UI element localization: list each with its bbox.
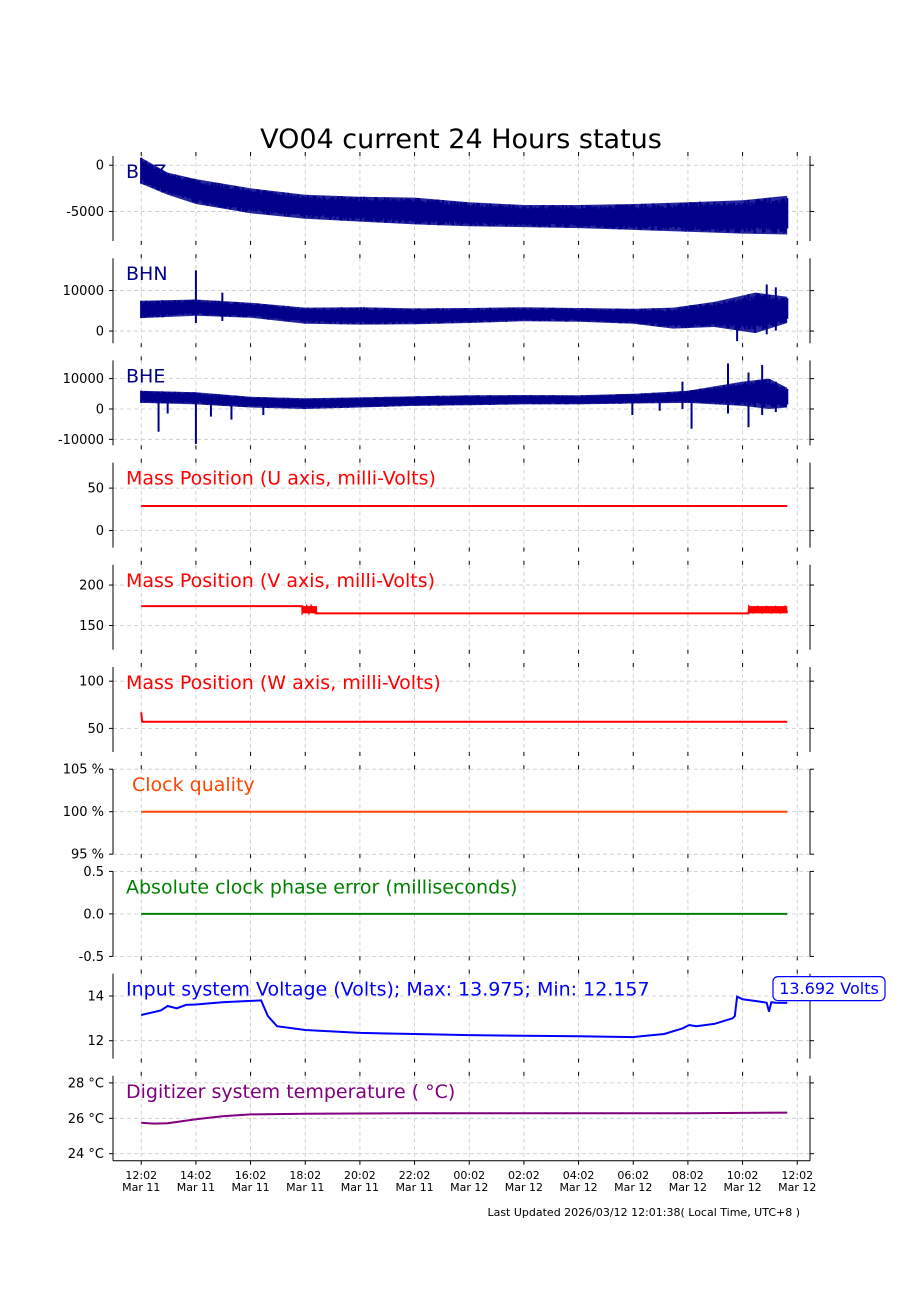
xtick-time-label-8: 04:02 (563, 1169, 595, 1182)
envelope-bhz (141, 157, 788, 235)
ytick-label-mp_v-0: 200 (79, 579, 104, 594)
trace-voltage (140, 995, 788, 1039)
xtick-date-label-0: Mar 11 (122, 1181, 160, 1194)
ytick-label-clock-1: 100 % (63, 805, 104, 820)
xtick-time-label-12: 12:02 (781, 1169, 813, 1182)
trace-mp_v (141, 603, 789, 616)
panel-phase: 0.5 0.0 -0.5 Absolute clock phase error (mi… (79, 865, 814, 965)
panel-label-clock: Clock quality (132, 774, 255, 796)
ytick-label-mp_v-1: 150 (79, 619, 104, 634)
ytick-label-mp_w-1: 50 (87, 722, 104, 737)
ytick-label-bhe-0: 10000 (63, 372, 104, 387)
panel-mp_u: 50 0 Mass Position (U axis, milli-Volts) (87, 458, 814, 552)
xtick-date-label-11: Mar 12 (723, 1181, 761, 1194)
last-value-label: 13.692 Volts (779, 979, 879, 998)
ytick-label-phase-1: 0.0 (83, 907, 104, 922)
xtick-time-label-2: 16:02 (235, 1169, 267, 1182)
ytick-label-temp-2: 24 °C (68, 1147, 104, 1162)
panel-label-bhz: BHZ (126, 161, 166, 183)
panel-mp_w: 100 50 Mass Position (W axis, milli-Volts) (79, 663, 814, 756)
ytick-label-mp_u-1: 0 (96, 524, 104, 539)
last-value-box (772, 975, 886, 1002)
ytick-label-clock-2: 95 % (71, 848, 104, 863)
xtick-time-label-0: 12:02 (125, 1169, 157, 1182)
panel-label-mp_w: Mass Position (W axis, milli-Volts) (126, 672, 441, 694)
ytick-label-bhz-1: -5000 (66, 205, 104, 220)
xtick-date-label-4: Mar 11 (341, 1181, 379, 1194)
xtick-date-label-10: Mar 12 (669, 1181, 707, 1194)
panel-bhz: 0 -5000 BHZ (66, 152, 814, 245)
xtick-time-label-11: 10:02 (727, 1169, 759, 1182)
envelope-bhe (141, 378, 788, 409)
ytick-label-bhn-1: 0 (96, 325, 104, 340)
ytick-label-phase-2: -0.5 (79, 950, 104, 965)
panels-group: 0 -5000 BHZ 10000 0 BHN 10000 0 -10000 BHE 50 0 Mass… (58, 152, 886, 1165)
xtick-date-label-3: Mar 11 (286, 1181, 324, 1194)
chart-title: VO04 current 24 Hours status (260, 124, 662, 155)
panel-label-temp: Digitizer system temperature ( °C) (126, 1081, 455, 1103)
xtick-date-label-7: Mar 12 (505, 1181, 543, 1194)
panel-bhe: 10000 0 -10000 BHE (58, 356, 814, 450)
ytick-label-clock-0: 105 % (63, 763, 104, 778)
panel-label-mp_v: Mass Position (V axis, milli-Volts) (126, 570, 435, 592)
xtick-date-label-1: Mar 11 (177, 1181, 215, 1194)
xtick-date-label-6: Mar 12 (450, 1181, 488, 1194)
ytick-label-bhn-0: 10000 (63, 284, 104, 299)
panel-bhn: 10000 0 BHN (63, 254, 814, 348)
xtick-time-label-4: 20:02 (344, 1169, 376, 1182)
ytick-label-voltage-0: 14 (87, 989, 104, 1004)
xtick-time-label-3: 18:02 (289, 1169, 321, 1182)
trace-temp (141, 1111, 788, 1125)
xtick-time-label-1: 14:02 (180, 1169, 212, 1182)
panel-label-bhn: BHN (126, 263, 168, 285)
xtick-time-label-7: 02:02 (508, 1169, 540, 1182)
panel-label-bhe: BHE (126, 365, 165, 387)
xtick-date-label-5: Mar 11 (395, 1181, 433, 1194)
xtick-time-label-9: 06:02 (617, 1169, 649, 1182)
xtick-date-label-2: Mar 11 (231, 1181, 269, 1194)
panel-label-mp_u: Mass Position (U axis, milli-Volts) (126, 468, 436, 490)
ytick-label-bhz-0: 0 (96, 159, 104, 174)
xtick-time-label-6: 00:02 (453, 1169, 485, 1182)
ytick-label-phase-0: 0.5 (83, 865, 104, 880)
last-updated-footer: Last Updated 2026/03/12 12:01:38( Local … (487, 1206, 800, 1219)
trace-mp_w (140, 712, 788, 723)
ytick-label-mp_w-0: 100 (79, 675, 104, 690)
ytick-label-temp-1: 26 °C (68, 1112, 104, 1127)
xtick-time-label-10: 08:02 (672, 1169, 704, 1182)
panel-voltage: 14 12 Input system Voltage (Volts); Max: 1… (87, 969, 886, 1063)
panel-label-voltage: Input system Voltage (Volts); Max: 13.97… (126, 979, 650, 1001)
ytick-label-mp_u-0: 50 (87, 482, 104, 497)
envelope-bhn (141, 292, 788, 334)
xtick-date-label-8: Mar 12 (559, 1181, 597, 1194)
ytick-label-bhe-2: -10000 (58, 433, 104, 448)
panel-temp: 28 °C 26 °C 24 °C Digitizer system temperat… (68, 1071, 814, 1165)
ytick-label-bhe-1: 0 (96, 402, 104, 417)
panel-clock: 105 % 100 % 95 % Clock quality (63, 763, 814, 863)
panel-mp_v: 200 150 Mass Position (V axis, milli-Volts… (79, 560, 814, 654)
xtick-date-label-9: Mar 12 (614, 1181, 652, 1194)
ytick-label-temp-0: 28 °C (68, 1076, 104, 1091)
xtick-time-label-5: 22:02 (399, 1169, 431, 1182)
ytick-label-voltage-1: 12 (87, 1034, 104, 1049)
panel-label-phase: Absolute clock phase error (milliseconds… (126, 876, 517, 898)
xtick-date-label-12: Mar 12 (778, 1181, 816, 1194)
